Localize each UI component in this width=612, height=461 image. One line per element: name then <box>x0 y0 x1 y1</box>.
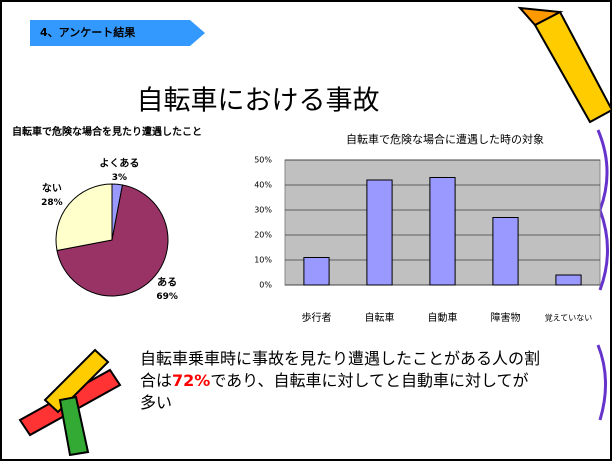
x-tick-label: 歩行者 <box>302 311 332 324</box>
bar <box>366 179 393 286</box>
pie-slice <box>56 184 169 297</box>
y-tick-label: 40% <box>254 181 272 190</box>
x-tick-label: 障害物 <box>491 311 521 324</box>
pie-slice <box>55 183 113 252</box>
slide-title: 自転車における事故 <box>137 86 380 117</box>
caption-text: 自転車乗車時に事故を見たり遭遇したことがある人の割合は <box>140 349 541 390</box>
bar <box>492 217 519 286</box>
bar <box>429 177 456 286</box>
x-tick-label: 覚えていない <box>545 313 593 323</box>
caption: 自転車乗車時に事故を見たり遭遇したことがある人の割合は72%であり、自転車に対し… <box>140 348 540 414</box>
pie-value-label: 3% <box>112 173 127 183</box>
crayon-top <box>517 6 612 124</box>
caption-highlight: 72% <box>172 371 211 390</box>
pie-label: ある <box>157 275 177 288</box>
y-tick-label: 0% <box>259 281 272 290</box>
header-label: 4、アンケート結果 <box>40 25 135 39</box>
caption-text: であり、自転車に対してと自動車に対してが多い <box>140 371 529 412</box>
header-arrow <box>30 20 205 46</box>
x-tick-label: 自動車 <box>428 311 458 324</box>
y-tick-label: 30% <box>254 206 272 215</box>
pie-value-label: 28% <box>41 198 63 208</box>
x-tick-label: 自転車 <box>365 311 395 324</box>
y-tick-label: 20% <box>254 231 272 240</box>
pie-value-label: 69% <box>156 292 178 302</box>
y-tick-label: 10% <box>254 256 272 265</box>
bar-title: 自転車で危険な場合に遭遇した時の対象 <box>346 132 544 146</box>
bar <box>303 257 330 286</box>
pie-title: 自転車で危険な場合を見たり遭遇したこと <box>12 125 202 138</box>
bar <box>555 274 582 286</box>
pie-label: ない <box>42 182 62 194</box>
pie-label: よくある <box>99 156 139 169</box>
y-tick-label: 50% <box>254 156 272 165</box>
crayon-bottom <box>18 348 122 457</box>
